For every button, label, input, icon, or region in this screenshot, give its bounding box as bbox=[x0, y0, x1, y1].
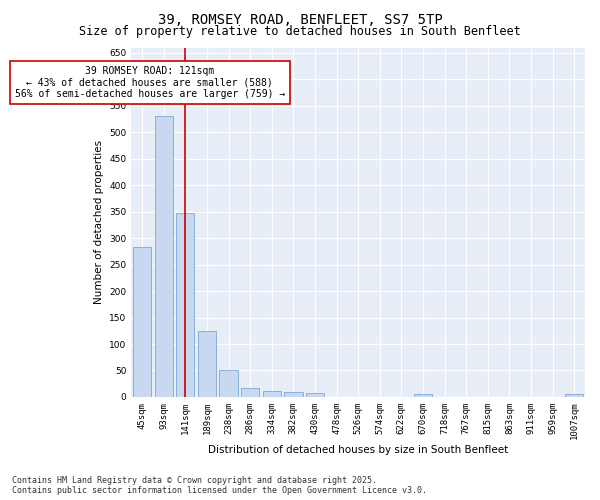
X-axis label: Distribution of detached houses by size in South Benfleet: Distribution of detached houses by size … bbox=[208, 445, 508, 455]
Text: Size of property relative to detached houses in South Benfleet: Size of property relative to detached ho… bbox=[79, 25, 521, 38]
Bar bbox=[263, 391, 281, 397]
Text: 39, ROMSEY ROAD, BENFLEET, SS7 5TP: 39, ROMSEY ROAD, BENFLEET, SS7 5TP bbox=[158, 12, 442, 26]
Bar bbox=[155, 116, 173, 397]
Bar bbox=[306, 394, 324, 397]
Bar bbox=[284, 392, 302, 397]
Text: Contains HM Land Registry data © Crown copyright and database right 2025.
Contai: Contains HM Land Registry data © Crown c… bbox=[12, 476, 427, 495]
Bar bbox=[198, 331, 216, 397]
Bar bbox=[414, 394, 432, 397]
Bar bbox=[241, 388, 259, 397]
Y-axis label: Number of detached properties: Number of detached properties bbox=[94, 140, 104, 304]
Bar bbox=[220, 370, 238, 397]
Bar bbox=[565, 394, 583, 397]
Bar bbox=[176, 212, 194, 397]
Bar bbox=[133, 247, 151, 397]
Text: 39 ROMSEY ROAD: 121sqm
← 43% of detached houses are smaller (588)
56% of semi-de: 39 ROMSEY ROAD: 121sqm ← 43% of detached… bbox=[14, 66, 285, 99]
